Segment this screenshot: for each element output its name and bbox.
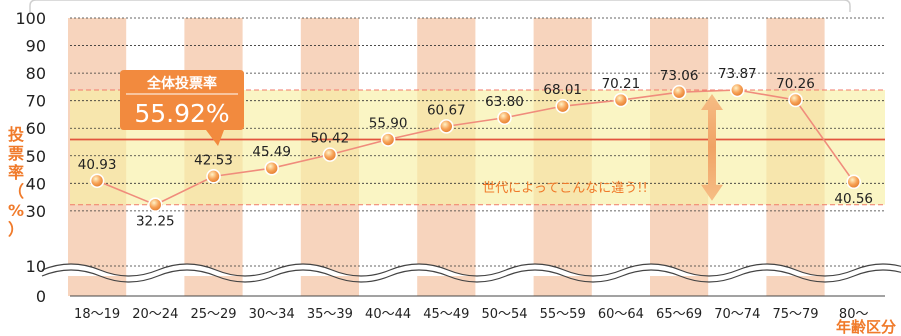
data-label: 68.01 [543, 82, 582, 98]
x-tick-label: 80〜 [839, 307, 869, 322]
y-tick-label: 40 [26, 174, 46, 193]
axes: 0 10 30 40 50 60 70 80 90 100 18〜19 20〜24 25〜29 30〜34… [15, 9, 885, 322]
turnout-series: 40.93 32.25 42.53 45.49 50.42 55.90 60.67 63.80… [78, 66, 873, 230]
x-tick-label: 35〜39 [307, 307, 353, 322]
y-tick-label: 90 [26, 37, 46, 56]
x-tick-label: 20〜24 [132, 307, 178, 322]
x-tick-label: 65〜69 [656, 307, 702, 322]
data-point [613, 92, 629, 108]
x-tick-label: 30〜34 [249, 307, 295, 322]
data-label: 50.42 [311, 131, 350, 147]
range-arrow-shape [701, 94, 723, 201]
data-point [206, 169, 221, 184]
axis-break [41, 263, 901, 283]
data-label: 70.26 [776, 76, 815, 92]
data-point [729, 82, 745, 98]
data-point [322, 147, 338, 162]
x-axis-label: 年齢区分 [836, 318, 896, 336]
overall-rate-callout: 全体投票率 55.92% [120, 70, 244, 146]
data-label: 70.21 [602, 76, 641, 92]
axis-break-lower [41, 269, 901, 283]
data-point [555, 98, 571, 114]
y-tick-label: 70 [26, 92, 46, 111]
data-point [788, 92, 803, 108]
data-label: 32.25 [136, 214, 175, 230]
y-tick-label: 100 [15, 9, 46, 28]
x-tick-label: 75〜79 [772, 307, 818, 322]
data-point [671, 84, 687, 100]
range-arrow [701, 94, 723, 201]
callout-title: 全体投票率 [146, 75, 217, 92]
y-tick-label: 10 [26, 257, 46, 276]
y-axis-label: 投票率（%） [8, 125, 24, 239]
data-label: 55.90 [369, 116, 408, 132]
axis-break-upper [41, 263, 901, 277]
x-tick-label: 70〜74 [714, 307, 760, 322]
callout-value: 55.92% [134, 99, 229, 128]
data-point [89, 173, 105, 189]
x-tick-label: 40〜44 [365, 307, 411, 322]
x-tick-label: 25〜29 [190, 307, 236, 322]
data-point [846, 174, 862, 190]
callout-box [120, 70, 244, 146]
y-tick-label: 0 [36, 287, 46, 306]
data-label: 73.06 [660, 68, 699, 84]
axis-break-fill [42, 264, 901, 276]
data-point [380, 132, 396, 147]
x-tick-label: 45〜49 [423, 307, 469, 322]
chart-frame [29, 0, 851, 12]
data-label: 45.49 [252, 144, 291, 160]
x-tick-label: 18〜19 [74, 307, 120, 322]
series-line [96, 89, 855, 206]
y-tick-label: 80 [26, 64, 46, 83]
data-label: 42.53 [194, 152, 233, 168]
data-label: 40.93 [78, 157, 117, 173]
data-point [264, 160, 280, 176]
x-tick-label: 50〜54 [481, 307, 527, 322]
data-point [497, 110, 512, 126]
y-tick-label: 50 [26, 147, 46, 166]
data-label: 63.80 [485, 94, 524, 110]
data-label: 60.67 [427, 102, 466, 118]
x-tick-label: 60〜64 [598, 307, 644, 322]
y-tick-label: 30 [26, 202, 46, 221]
data-label: 40.56 [834, 191, 873, 207]
data-point [148, 197, 163, 212]
y-tick-label: 60 [26, 119, 46, 138]
data-point [438, 119, 454, 134]
x-tick-label: 55〜59 [540, 307, 586, 322]
data-label: 73.87 [718, 66, 757, 82]
annotation-text: 世代によってこんなに違う!! [482, 181, 647, 196]
